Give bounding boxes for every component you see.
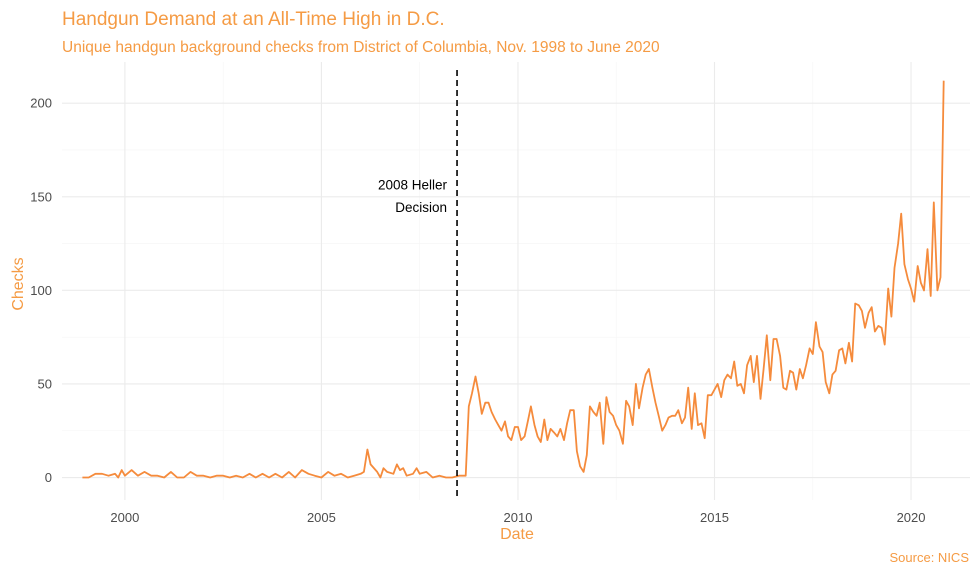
chart-subtitle: Unique handgun background checks from Di… (62, 39, 660, 56)
series-line-checks (82, 80, 945, 479)
grid (62, 62, 970, 500)
chart-title: Handgun Demand at an All-Time High in D.… (62, 9, 445, 30)
x-axis-title: Date (500, 526, 534, 543)
x-tick-label: 2005 (307, 510, 336, 525)
x-tick-label: 2015 (700, 510, 729, 525)
y-tick-label: 100 (30, 283, 52, 298)
y-tick-label: 200 (30, 96, 52, 111)
x-tick-label: 2010 (504, 510, 533, 525)
y-axis-title: Checks (10, 257, 27, 310)
plot-area: 0 50 100 150 200 2000 2005 2010 2015 2020 2008 H… (30, 62, 970, 525)
x-tick-label: 2020 (897, 510, 926, 525)
annotation-line-2: Decision (395, 200, 447, 215)
x-tick-label: 2000 (110, 510, 139, 525)
x-axis: 2000 2005 2010 2015 2020 (110, 510, 925, 525)
y-tick-label: 50 (38, 376, 52, 391)
source-caption: Source: NICS (890, 550, 970, 565)
annotation-line-1: 2008 Heller (378, 177, 448, 192)
y-axis: 0 50 100 150 200 (30, 96, 52, 485)
y-tick-label: 150 (30, 189, 52, 204)
y-tick-label: 0 (45, 470, 52, 485)
